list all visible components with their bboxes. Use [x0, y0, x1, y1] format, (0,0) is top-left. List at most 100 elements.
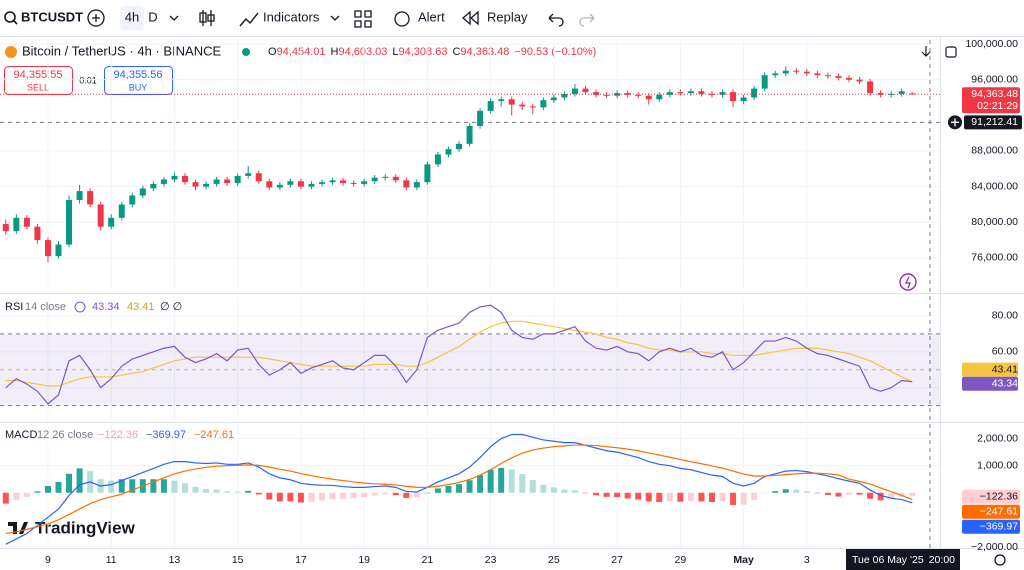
compare-button[interactable]	[87, 9, 105, 27]
macd-histogram-bar	[624, 492, 631, 499]
macd-histogram-bar	[529, 480, 536, 493]
macd-histogram-bar	[445, 486, 452, 493]
rsi-band	[0, 333, 940, 406]
sell-price: 94,355.55	[14, 69, 63, 81]
candle-body	[793, 70, 800, 72]
macd-histogram-bar	[150, 479, 157, 493]
rsi-params: 14 close	[25, 301, 66, 313]
interval-d[interactable]: D	[148, 9, 157, 24]
macd-histogram-bar	[593, 492, 600, 496]
macd-histogram-bar	[550, 487, 557, 493]
macd-histogram-bar	[2, 492, 9, 504]
candle-body	[687, 91, 694, 94]
indicators-icon	[239, 12, 259, 27]
search-icon[interactable]	[4, 11, 16, 23]
symbol[interactable]: BTCUSDT	[21, 9, 83, 24]
candle-body	[477, 110, 484, 127]
y-tick-label: 2,000.00	[977, 432, 1018, 444]
low-value: 94,308.63	[399, 46, 448, 58]
layouts-button[interactable]	[354, 10, 372, 28]
macd-histogram-bar	[740, 492, 747, 505]
candle-body	[898, 91, 905, 94]
candle-body	[656, 94, 663, 100]
macd-histogram-bar	[76, 468, 83, 493]
fullscreen-button[interactable]	[945, 46, 957, 58]
indicators-button[interactable]: Indicators	[263, 9, 320, 24]
candle-body	[677, 92, 684, 94]
alert-button[interactable]: Alert	[418, 9, 445, 24]
macd-histogram-bar	[761, 492, 768, 494]
crosshair-price-bg	[964, 115, 1022, 130]
candle-body	[55, 244, 62, 257]
alert-icon	[394, 11, 410, 27]
assistant-icon[interactable]	[899, 273, 917, 291]
crosshair-plus-icon	[951, 118, 959, 127]
rsi-badge: 43.34	[992, 377, 1018, 389]
candle-body	[329, 180, 336, 183]
candle-body	[424, 164, 431, 183]
rsi-ma-value: 43.41	[127, 301, 155, 313]
pane-1	[0, 298, 940, 420]
crosshair-date: Tue 06 May '25	[852, 554, 924, 566]
o-label: O	[268, 46, 277, 58]
candle-body	[23, 217, 30, 227]
redo-button[interactable]	[579, 13, 595, 27]
macd-histogram-bar	[498, 467, 505, 493]
interval-4h[interactable]: 4h	[125, 9, 139, 24]
macd-histogram-bar	[708, 492, 715, 502]
replay-button[interactable]: Replay	[487, 9, 528, 24]
macd-histogram-bar	[203, 488, 210, 493]
crosshair-date-bg	[846, 549, 960, 570]
macd-histogram-bar	[44, 486, 51, 493]
settings-button[interactable]	[994, 554, 1006, 566]
candle-body	[382, 176, 389, 178]
macd-histogram-bar	[508, 469, 515, 493]
candle-body	[571, 88, 578, 94]
candle-body	[666, 92, 673, 95]
candle-body	[2, 224, 9, 232]
macd-histogram-bar	[181, 483, 188, 493]
undo-button[interactable]	[548, 13, 564, 27]
candle-body	[340, 180, 347, 184]
rsi-line	[5, 320, 913, 387]
candle-body	[846, 77, 852, 80]
toolbar: BTCUSDT 4h D Indicators Alert Replay	[0, 6, 1024, 37]
h-label: H	[331, 46, 339, 58]
candle-body	[877, 93, 884, 95]
macd-histogram-bar	[603, 492, 610, 497]
candle-body	[361, 181, 368, 184]
macd-histogram-bar	[487, 469, 494, 493]
candle-body	[814, 73, 821, 76]
candle-body	[413, 182, 420, 188]
market-open-dot	[242, 48, 250, 56]
x-tick-label: 15	[232, 554, 244, 566]
x-tick-label: 19	[358, 554, 370, 566]
crosshair-price: 91,212.41	[971, 116, 1018, 128]
candle-body	[751, 88, 758, 98]
chart-type-button[interactable]	[199, 10, 215, 26]
macd-histogram-bar	[160, 479, 167, 493]
candle-body	[445, 149, 452, 155]
macd-histogram-bar	[824, 492, 831, 495]
btc-icon	[5, 46, 17, 58]
macd-hist-badge: −122.36	[980, 491, 1018, 503]
x-tick-label: May	[733, 554, 754, 566]
indicators-dropdown[interactable]	[330, 15, 340, 21]
assistant-bolt	[904, 276, 911, 289]
macd-histogram-bar	[730, 492, 737, 505]
sell-button[interactable]	[4, 66, 73, 95]
macd-histogram-bar	[413, 492, 420, 498]
interval-dropdown[interactable]	[169, 15, 179, 21]
macd-histogram-bar	[519, 474, 526, 493]
candle-body	[308, 183, 315, 187]
macd-histogram-bar	[751, 492, 758, 501]
y-tick-label: 80.00	[992, 310, 1018, 322]
macd-histogram-bar	[392, 492, 399, 496]
candle-body	[550, 97, 557, 101]
c-label: C	[452, 46, 460, 58]
scroll-button[interactable]	[921, 46, 931, 57]
macd-histogram-bar	[856, 492, 863, 495]
candle-body	[350, 183, 357, 185]
macd-histogram-bar	[867, 492, 874, 499]
